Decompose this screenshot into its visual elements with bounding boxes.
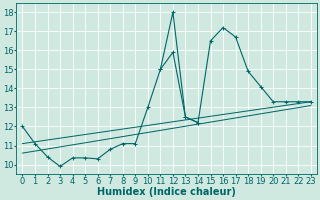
X-axis label: Humidex (Indice chaleur): Humidex (Indice chaleur) <box>97 187 236 197</box>
